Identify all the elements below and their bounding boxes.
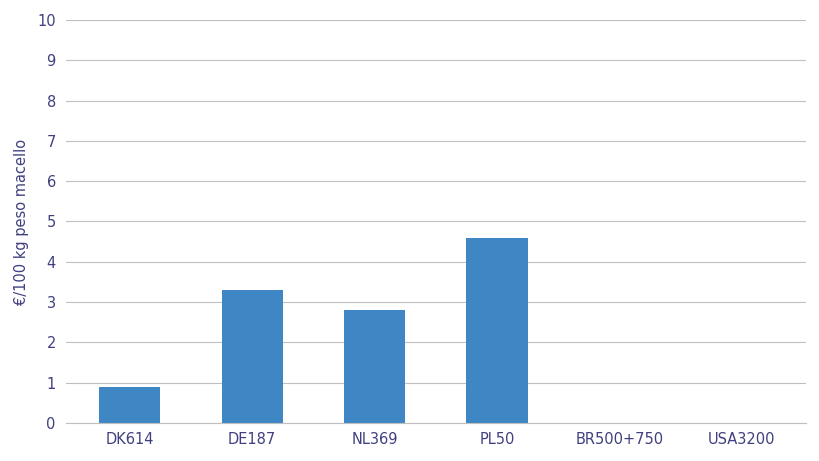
Bar [344,310,405,423]
Bar [99,387,161,423]
Bar [466,237,527,423]
Y-axis label: €/100 kg peso macello: €/100 kg peso macello [14,138,29,305]
Bar [221,290,283,423]
